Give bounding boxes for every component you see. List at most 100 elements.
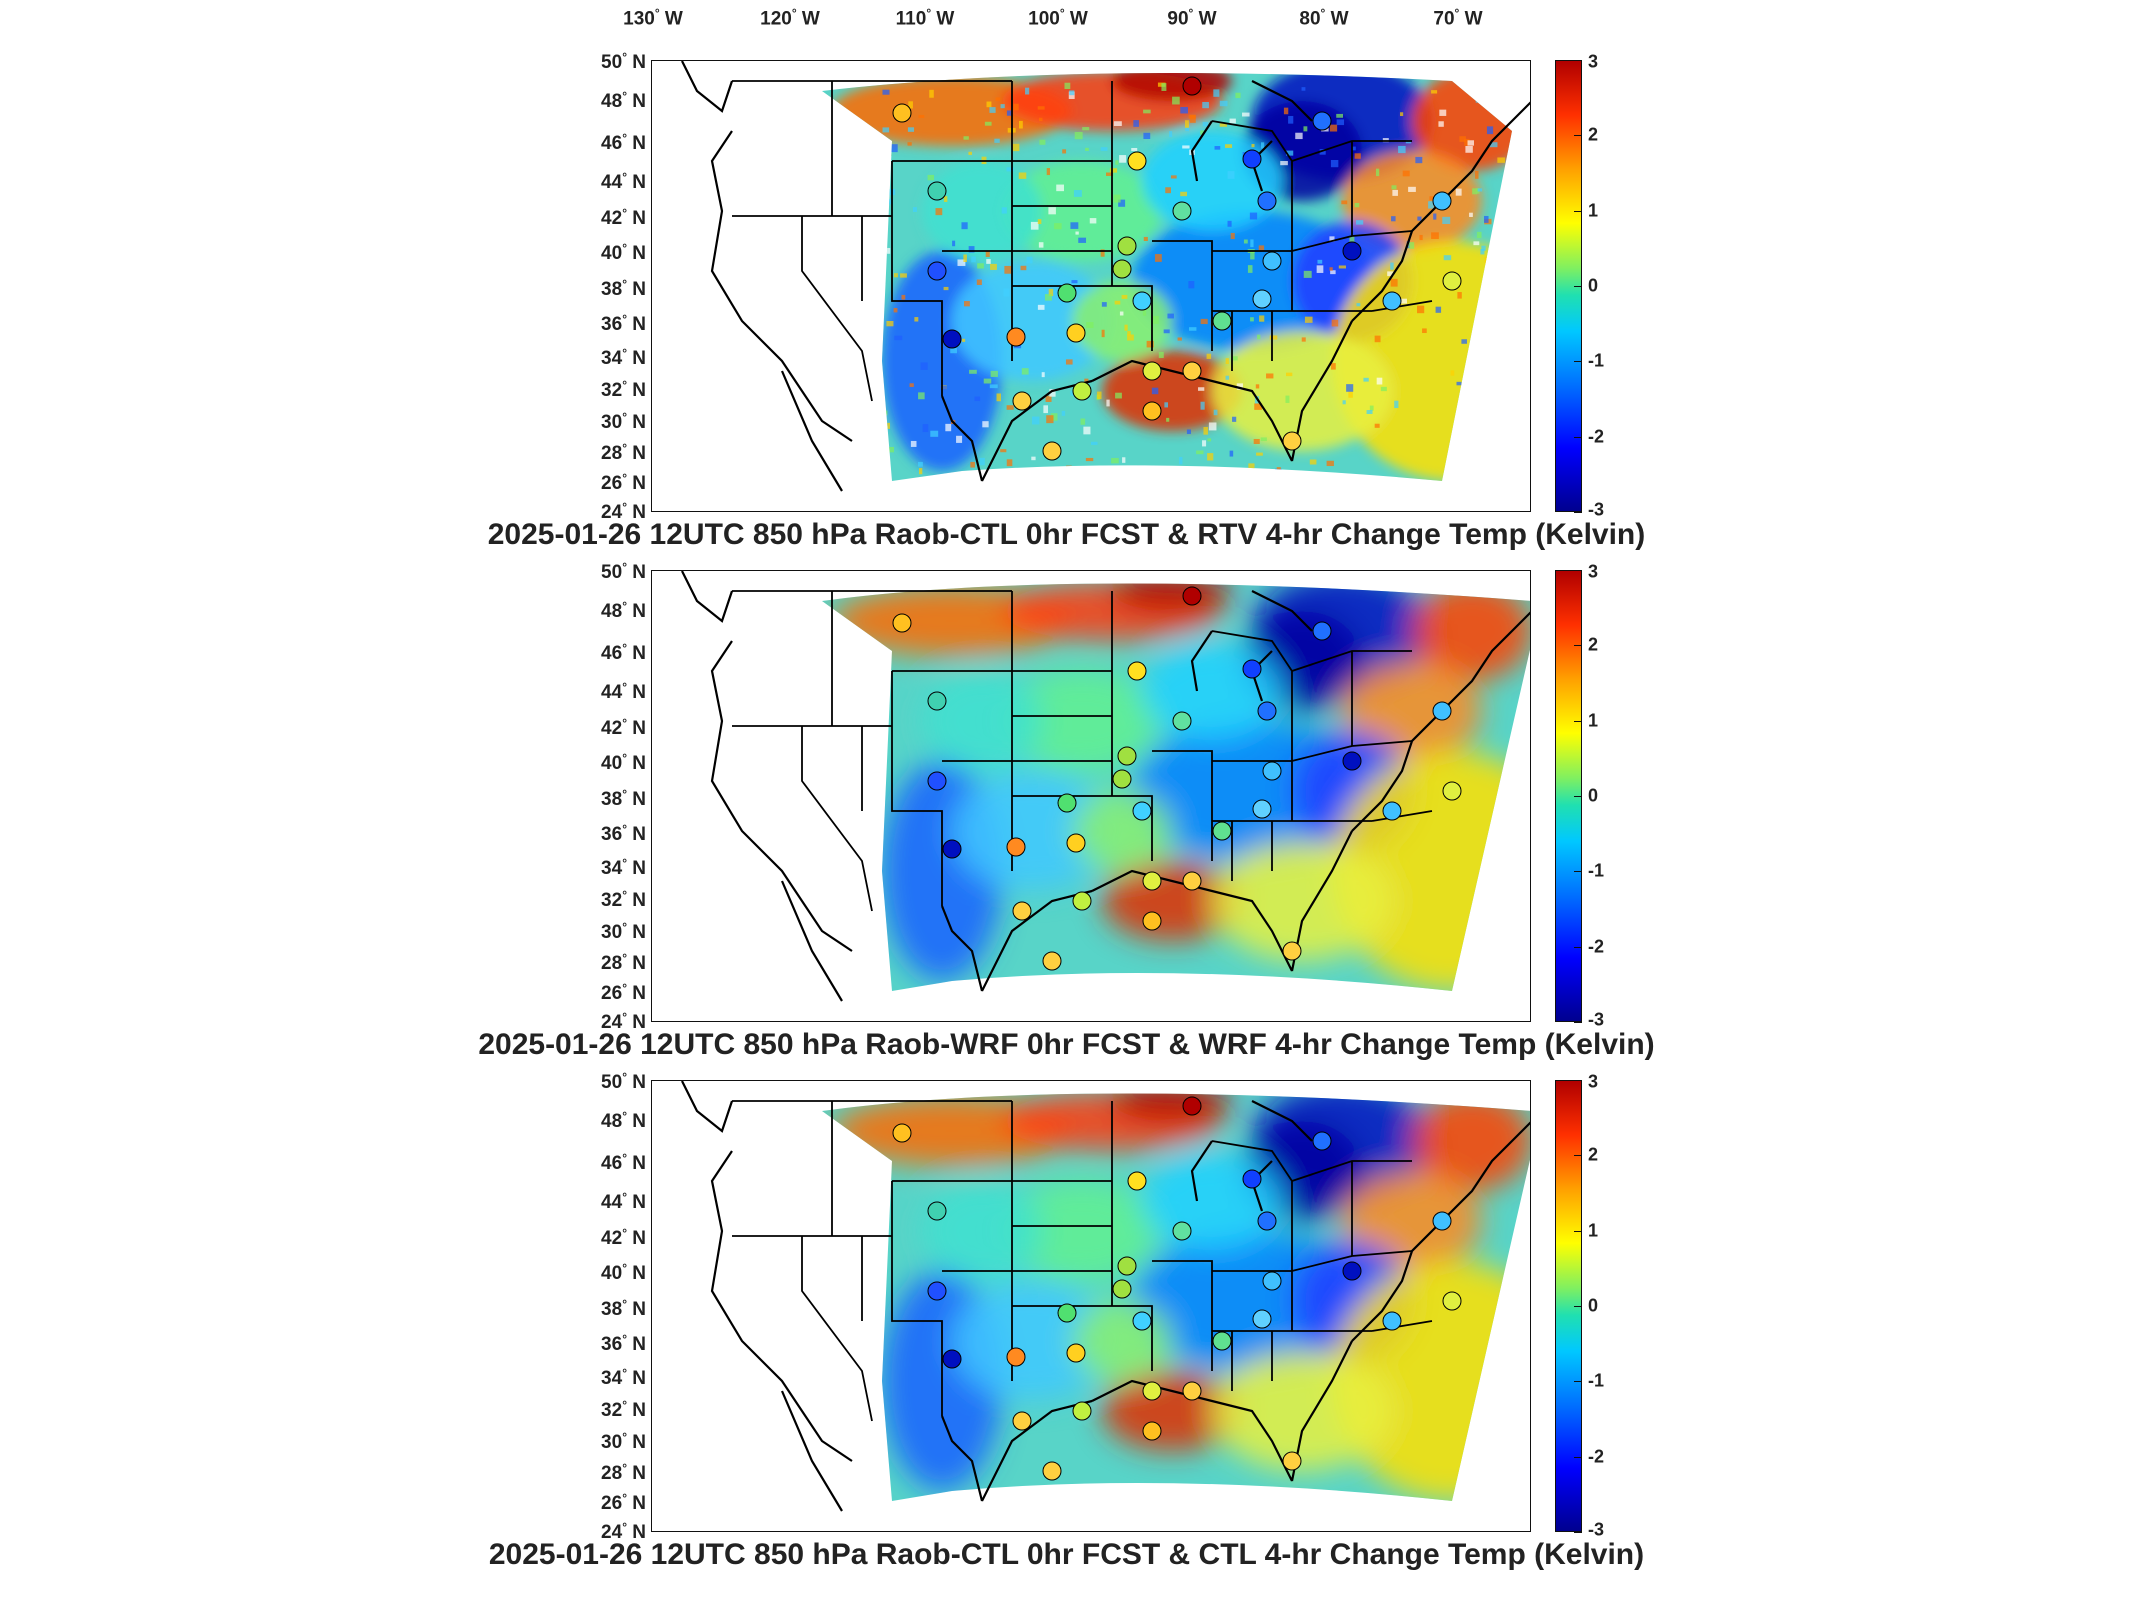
colorbar-tick-label: 3 (1588, 561, 1599, 582)
lon-tick: 120° W (760, 6, 820, 30)
speckle (1202, 101, 1209, 109)
speckle (1456, 454, 1462, 458)
speckle (1473, 241, 1480, 246)
lat-tick: 50° N (601, 559, 646, 584)
speckle (1124, 324, 1128, 331)
speckle (1127, 331, 1131, 336)
speckle (1146, 340, 1154, 348)
speckle (1398, 145, 1406, 154)
speckle (1225, 358, 1229, 365)
field-blob (1112, 583, 1232, 611)
speckle (1269, 335, 1278, 340)
speckle (1249, 212, 1258, 220)
lon-tick: 70° W (1433, 6, 1483, 30)
lat-tick: 46° N (601, 1150, 646, 1175)
raob-station-marker (1142, 911, 1162, 931)
speckle (1087, 467, 1092, 471)
speckle (1342, 400, 1346, 405)
colorbar-tick-label: 1 (1588, 200, 1599, 221)
speckle (1457, 292, 1462, 299)
speckle (1039, 117, 1043, 122)
colorbar-tick-mark (1574, 286, 1582, 287)
raob-station-marker (1042, 441, 1062, 461)
speckle (1480, 249, 1485, 255)
speckle (1161, 83, 1167, 91)
speckle (1486, 126, 1494, 135)
speckle (1452, 427, 1460, 431)
speckle (1200, 401, 1205, 410)
speckle (889, 446, 894, 453)
lat-tick: 24° N (601, 499, 646, 524)
speckle (1256, 452, 1263, 456)
panel-title: 2025-01-26 12UTC 850 hPa Raob-CTL 0hr FC… (487, 518, 1646, 551)
raob-station-marker (1006, 837, 1026, 857)
speckle (1115, 160, 1119, 165)
raob-station-marker (1182, 1096, 1202, 1116)
speckle (918, 114, 925, 118)
lat-tick: 34° N (601, 855, 646, 880)
lat-tick: 34° N (601, 345, 646, 370)
speckle (907, 127, 915, 132)
speckle (1143, 132, 1151, 140)
colorbar-tick-label: 3 (1588, 1071, 1599, 1092)
raob-station-marker (1012, 391, 1032, 411)
speckle (907, 142, 912, 146)
raob-station-marker (1127, 1171, 1147, 1191)
lat-tick: 30° N (601, 1429, 646, 1454)
speckle (1136, 465, 1144, 470)
speckle (1235, 92, 1241, 99)
raob-station-marker (927, 1281, 947, 1301)
speckle (961, 338, 966, 342)
speckle (1180, 106, 1188, 114)
speckle (1501, 435, 1508, 443)
speckle (1255, 384, 1260, 389)
speckle (1317, 259, 1323, 264)
raob-station-marker (1257, 1211, 1277, 1231)
speckle (945, 423, 952, 432)
raob-station-marker (1066, 323, 1086, 343)
raob-station-marker (1057, 793, 1077, 813)
speckle (1391, 216, 1396, 222)
lat-tick: 48° N (601, 1108, 646, 1133)
colorbar-tick-mark (1574, 512, 1582, 513)
lat-tick: 48° N (601, 598, 646, 623)
speckle (1062, 149, 1067, 154)
raob-station-marker (1182, 1381, 1202, 1401)
raob-station-marker (1282, 941, 1302, 961)
raob-station-marker (1252, 799, 1272, 819)
raob-station-marker (1042, 1461, 1062, 1481)
speckle (1166, 417, 1170, 422)
speckle (893, 308, 898, 313)
raob-station-marker (1117, 1256, 1137, 1276)
speckle (976, 279, 982, 286)
raob-station-marker (1442, 271, 1462, 291)
speckle (1037, 304, 1045, 310)
speckle (1175, 468, 1183, 475)
raob-station-marker (1172, 711, 1192, 731)
speckle (1122, 457, 1126, 463)
speckle (1182, 145, 1190, 149)
lat-tick: 30° N (601, 409, 646, 434)
field-blob (1002, 671, 1162, 771)
lat-tick: 38° N (601, 786, 646, 811)
lat-tick: 50° N (601, 1069, 646, 1094)
field-blob (1002, 1181, 1162, 1281)
field-blob (1112, 1093, 1232, 1121)
speckle (968, 151, 972, 155)
speckle (912, 207, 917, 212)
colorbar-tick-label: 2 (1588, 634, 1599, 655)
temperature-field-map (681, 61, 1530, 492)
field-blob (1102, 861, 1242, 941)
speckle (1380, 386, 1387, 392)
speckle (1494, 110, 1499, 117)
raob-station-marker (1112, 1279, 1132, 1299)
raob-station-marker (1112, 769, 1132, 789)
speckle (1354, 202, 1360, 208)
colorbar-tick-mark (1574, 1381, 1582, 1383)
raob-station-marker (1342, 241, 1362, 261)
speckle (918, 461, 923, 467)
temperature-field-map (681, 571, 1530, 1002)
lat-tick: 46° N (601, 640, 646, 665)
speckle (1356, 220, 1364, 225)
speckle (1208, 422, 1217, 431)
